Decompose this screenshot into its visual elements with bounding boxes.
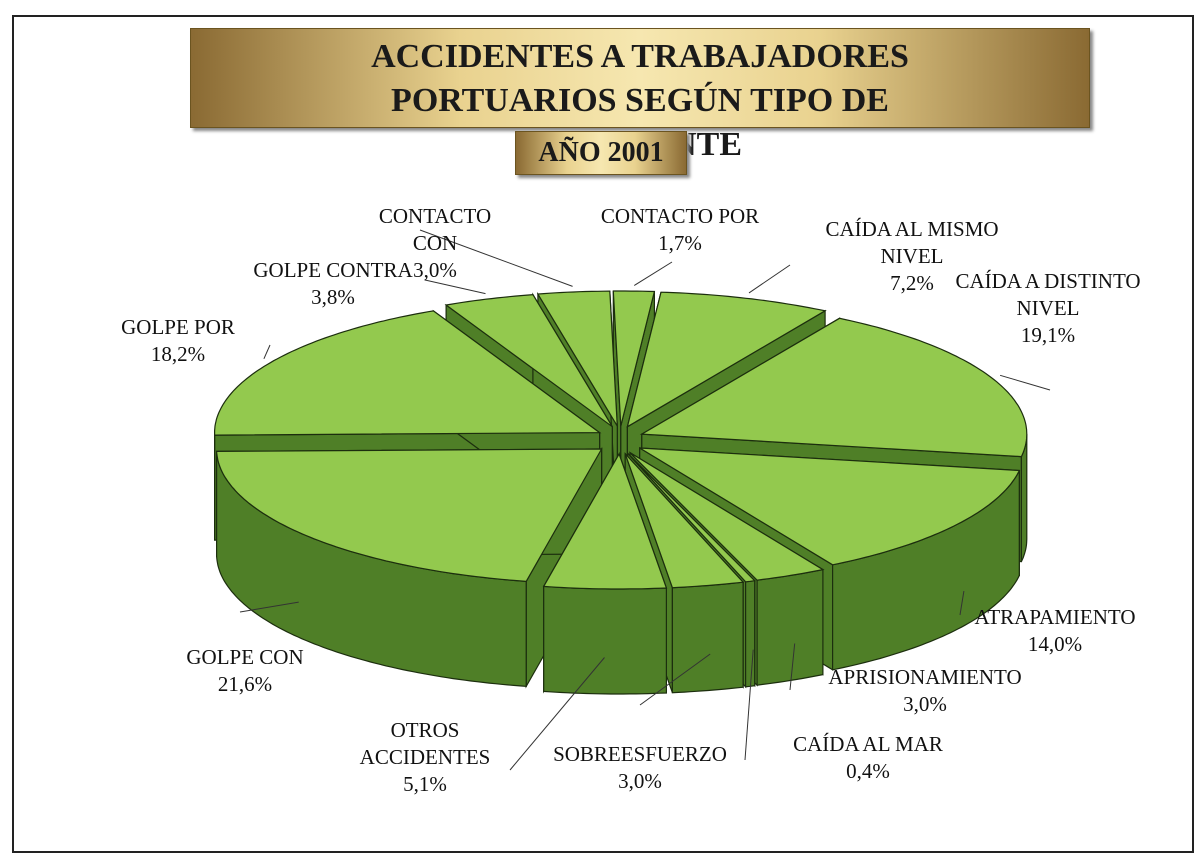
leader-line [639,653,711,706]
value-label: 14,0% [1027,632,1083,656]
category-label: CAÍDA A DISTINTO NIVEL [955,269,1141,320]
slice [542,451,668,695]
value-label: 3,0% [413,258,457,282]
value-label: 3,0% [903,692,947,716]
value-label: 3,8% [311,285,355,309]
leader-line [748,264,791,294]
leader-line [509,657,605,771]
category-label: GOLPE CONTRA [253,258,413,282]
value-label: 21,6% [217,672,273,696]
category-label: CONTACTO POR [600,204,760,228]
leader-line [744,649,754,761]
slice-side [543,585,668,695]
value-label: 0,4% [846,759,890,783]
slice-side [671,581,744,694]
slice-label: CAÍDA AL MISMO NIVEL 7,2% [792,216,1032,297]
leader-line [789,643,796,691]
slice-top [639,447,1021,566]
slice-top [536,290,618,427]
category-label: CAÍDA AL MAR [793,732,943,756]
value-label: 3,0% [618,769,662,793]
slice-top [629,452,825,581]
slice-top [626,291,827,428]
slice-label: SOBREESFUERZO 3,0% [520,741,760,795]
slice-top [639,317,1028,458]
value-label: 19,1% [1020,323,1076,347]
slice-top [444,293,613,428]
category-label: SOBREESFUERZO [553,742,727,766]
category-label: GOLPE CON [186,645,304,669]
category-label: ATRAPAMIENTO [974,605,1136,629]
slice-label: GOLPE POR 18,2% [83,314,273,368]
slice-label: CONTACTO POR 1,7% [600,203,760,257]
chart-subtitle: AÑO 2001 [515,131,687,175]
value-label: 5,1% [403,772,447,796]
slice-label: OTROS ACCIDENTES 5,1% [330,717,520,798]
slice-top [542,452,668,590]
value-label: 18,2% [150,342,206,366]
slice-top [624,453,745,589]
slice-label: ATRAPAMIENTO 14,0% [940,604,1170,658]
value-label: 7,2% [890,271,934,295]
leader-line [263,344,271,360]
slice-top [214,310,602,436]
slice-label: CONTACTO CON 3,0% [355,203,515,284]
slice [215,446,603,689]
category-label: APRISIONAMIENTO [828,665,1022,689]
slice-label: APRISIONAMIENTO 3,0% [805,664,1045,718]
slice-top [215,448,603,583]
leader-line [424,279,486,295]
slice-label: CAÍDA A DISTINTO NIVEL 19,1% [933,268,1163,349]
category-label: CONTACTO CON [378,204,492,255]
category-label: CAÍDA AL MISMO NIVEL [825,217,999,268]
leader-line [959,591,965,616]
slice-top [612,290,656,427]
leader-line [633,261,673,286]
category-label: OTROS ACCIDENTES [359,718,491,769]
slice-label: CAÍDA AL MAR 0,4% [758,731,978,785]
value-label: 1,7% [658,231,702,255]
category-label: GOLPE POR [121,315,235,339]
leader-line [419,229,573,287]
frame [12,15,1194,853]
slice-side [744,580,756,688]
leader-line [239,601,299,613]
slice-top [627,452,756,583]
leader-line [999,374,1051,391]
slice-label: GOLPE CONTRA 3,8% [228,257,438,311]
slice-label: GOLPE CON 21,6% [150,644,340,698]
